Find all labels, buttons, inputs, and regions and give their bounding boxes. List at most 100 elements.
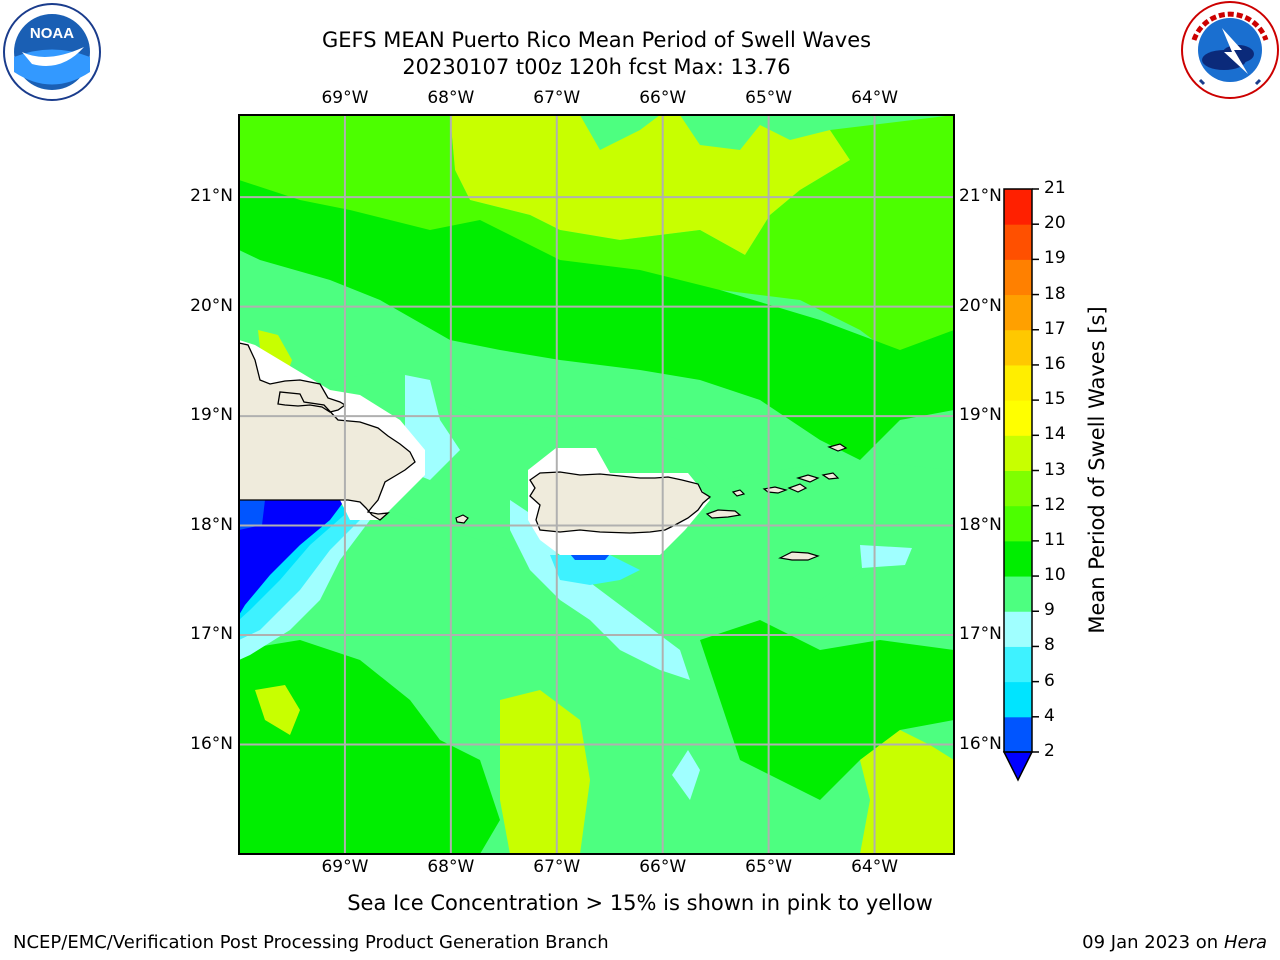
latitude-tick-label: 17°N <box>190 624 233 645</box>
land-st-croix <box>778 551 820 561</box>
colorbar-tick-label: 13 <box>1044 459 1066 480</box>
colorbar-segment <box>1004 189 1032 225</box>
land-hispaniola <box>239 342 416 521</box>
land-anegada <box>827 443 848 452</box>
longitude-tick-label: 66°W <box>639 88 687 108</box>
colorbar-segment <box>1004 329 1032 366</box>
colorbar-tick-label: 20 <box>1044 213 1066 234</box>
longitude-tick-label: 64°W <box>851 88 899 108</box>
longitude-tick-label: 67°W <box>533 857 581 877</box>
longitude-tick-label: 65°W <box>745 88 793 108</box>
colorbar-tick-label: 19 <box>1044 248 1066 269</box>
map-title-line1: GEFS MEAN Puerto Rico Mean Period of Swe… <box>321 28 872 52</box>
colorbar-segment <box>1004 259 1032 296</box>
longitude-tick-label: 66°W <box>639 857 687 877</box>
contour-12s-north <box>239 115 954 360</box>
colorbar-tick-label: 10 <box>1044 565 1066 586</box>
longitude-tick-label: 67°W <box>533 88 581 108</box>
colorbar-label: Mean Period of Swell Waves [s] <box>1085 306 1109 634</box>
contour-under-2s <box>239 500 345 615</box>
contour-2-4s-pr <box>570 554 610 560</box>
colorbar-segment <box>1004 294 1032 331</box>
contour-9s-south-patch <box>672 750 700 800</box>
colorbar <box>1002 188 1039 782</box>
colorbar-tick-label: 9 <box>1044 600 1055 621</box>
colorbar-tick-label: 6 <box>1044 670 1055 691</box>
colorbar-segment <box>1004 681 1032 718</box>
land-vieques <box>705 509 742 519</box>
longitude-tick-label: 68°W <box>427 857 475 877</box>
latitude-tick-label: 20°N <box>190 295 233 316</box>
colorbar-segment <box>1004 716 1032 753</box>
colorbar-segment <box>1004 470 1032 507</box>
colorbar-under-extension <box>1002 751 1034 782</box>
colorbar-segment <box>1004 224 1032 260</box>
longitude-tick-label: 68°W <box>427 88 475 108</box>
land-culebra <box>731 489 746 497</box>
longitude-tick-label: 69°W <box>321 88 369 108</box>
colorbar-tick-label: 2 <box>1044 741 1055 761</box>
contour-2-4s-edge <box>239 500 265 530</box>
latitude-tick-label: 19°N <box>190 405 233 426</box>
footer-machine: Hera <box>1223 932 1267 953</box>
colorbar-tick-label: 4 <box>1044 705 1055 726</box>
contour-6s-southwest <box>239 505 350 620</box>
latitude-tick-label: 21°N <box>959 186 1002 207</box>
longitude-tick-label: 64°W <box>851 857 899 877</box>
contour-11s-central <box>239 180 954 460</box>
colorbar-tick-label: 16 <box>1044 353 1066 374</box>
contour-13s-south-center <box>500 690 590 854</box>
contour-8s-southwest <box>239 505 365 640</box>
noaa-logo: NOAA <box>2 2 102 102</box>
land-virgin-gorda <box>821 472 840 480</box>
land-tortola <box>796 474 820 483</box>
colorbar-tick-label: 14 <box>1044 424 1066 445</box>
map-title-line2: 20230107 t00z 120h fcst Max: 13.76 <box>402 55 791 79</box>
contour-11s-southeast <box>700 620 954 800</box>
colorbar-segment <box>1004 400 1032 436</box>
map-gridlines <box>239 115 954 854</box>
longitude-tick-label: 69°W <box>321 857 369 877</box>
colorbar-tick-label: 18 <box>1044 283 1066 304</box>
land-puerto-rico <box>529 471 712 534</box>
latitude-tick-label: 21°N <box>190 186 233 207</box>
latitude-tick-label: 17°N <box>959 624 1002 645</box>
colorbar-tick-label: 17 <box>1044 318 1066 339</box>
map-plot-area <box>239 115 954 854</box>
contour-13s-southeast <box>860 730 954 854</box>
colorbar-segment <box>1004 611 1032 647</box>
colorbar-segment <box>1004 505 1032 542</box>
colorbar-tick-label: 12 <box>1044 494 1066 515</box>
noaa-logo-text: NOAA <box>30 25 74 42</box>
map-frame <box>238 114 955 855</box>
contour-9s-southwest <box>239 520 370 660</box>
contour-8s-pr-south <box>550 555 640 585</box>
footer-branch: NCEP/EMC/Verification Post Processing Pr… <box>13 932 609 953</box>
colorbar-segment <box>1004 646 1032 683</box>
latitude-tick-label: 18°N <box>190 514 233 535</box>
longitude-tick-label: 65°W <box>745 857 793 877</box>
colorbar-segment <box>1004 540 1032 577</box>
land-st-john <box>787 483 808 493</box>
colorbar-tick-label: 8 <box>1044 635 1055 656</box>
footer-date: 09 Jan 2023 on Hera <box>1082 932 1267 953</box>
contour-11s-south <box>239 640 500 854</box>
latitude-tick-label: 16°N <box>190 733 233 754</box>
colorbar-tick-label: 21 <box>1044 178 1066 198</box>
land-mona-island <box>455 514 469 524</box>
colorbar-tick-label: 15 <box>1044 389 1066 410</box>
latitude-tick-label: 19°N <box>959 405 1002 426</box>
colorbar-segment <box>1004 364 1032 401</box>
colorbar-segment <box>1004 576 1032 612</box>
contour-13s-north <box>450 115 850 255</box>
nws-logo <box>1180 0 1280 100</box>
colorbar-segment <box>1004 435 1032 471</box>
colorbar-tick-label: 11 <box>1044 529 1066 550</box>
latitude-tick-label: 18°N <box>959 514 1002 535</box>
contour-9s-virgin <box>860 545 912 568</box>
contour-13s-southwest <box>255 685 300 735</box>
footer-date-text: 09 Jan 2023 on <box>1082 932 1224 953</box>
latitude-tick-label: 16°N <box>959 733 1002 754</box>
latitude-tick-label: 20°N <box>959 295 1002 316</box>
